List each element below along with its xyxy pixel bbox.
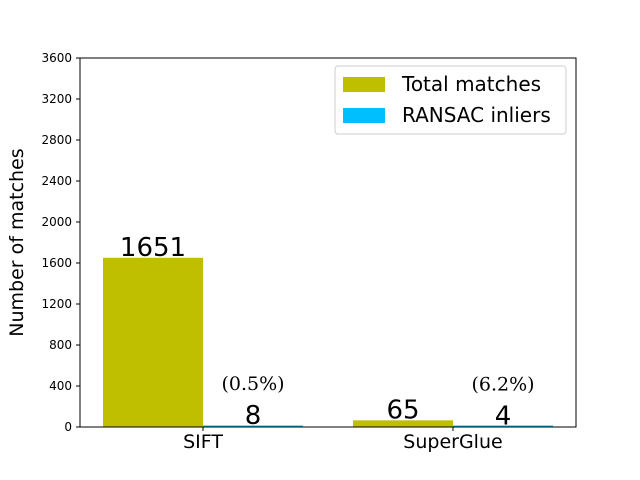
x-tick-label-sift: SIFT — [183, 431, 223, 453]
bar-ransac-inliers-sift — [203, 425, 303, 427]
y-tick-label: 2800 — [41, 133, 72, 147]
bar-value-label: 8 — [245, 401, 262, 431]
legend-frame — [334, 65, 567, 135]
legend-swatch-total-matches — [343, 77, 385, 92]
y-tick-label: 3600 — [41, 51, 72, 65]
x-tick-label-superglue: SuperGlue — [403, 431, 502, 453]
y-tick-label: 1200 — [41, 297, 72, 311]
legend-label-total-matches: Total matches — [401, 72, 541, 96]
y-tick-label: 2000 — [41, 215, 72, 229]
y-tick-label: 800 — [49, 338, 72, 352]
y-tick-label: 1600 — [41, 256, 72, 270]
y-tick-label: 2400 — [41, 174, 72, 188]
plot-frame — [79, 57, 577, 428]
bar-value-label: 1651 — [120, 233, 186, 263]
bar-ransac-inliers-superglue — [453, 425, 553, 427]
y-axis: 0 400 800 1200 1600 2000 2400 2800 3200 3600 — [41, 51, 80, 434]
inlier-percent-label: (0.5%) — [221, 373, 284, 395]
inlier-percent-label: (6.2%) — [471, 374, 534, 396]
y-axis-label: Number of matches — [6, 148, 28, 336]
y-tick-label: 3200 — [41, 92, 72, 106]
legend-swatch-ransac-inliers — [343, 108, 385, 123]
bar-value-label: 4 — [495, 402, 512, 432]
bar-total-matches-superglue — [353, 420, 453, 427]
y-tick-label: 0 — [64, 420, 72, 434]
legend-label-ransac-inliers: RANSAC inliers — [402, 103, 551, 127]
bars-layer — [103, 257, 553, 427]
data-labels: 1651 8 (0.5%) 65 4 (6.2%) — [120, 233, 535, 432]
legend: Total matches RANSAC inliers — [334, 65, 567, 135]
bar-total-matches-sift — [103, 257, 203, 427]
bar-value-label: 65 — [386, 395, 419, 425]
y-tick-label: 400 — [49, 379, 72, 393]
x-axis: SIFT SuperGlue — [183, 427, 503, 453]
